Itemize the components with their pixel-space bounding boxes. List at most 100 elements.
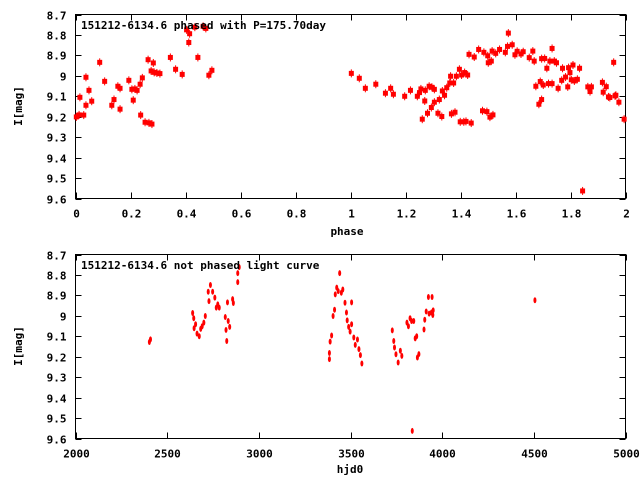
y-tick-label: 9 [60,71,67,84]
data-point [134,86,140,95]
y-tick-label: 9.6 [47,194,67,207]
x-axis-label: phase [330,225,363,238]
data-point [537,77,543,86]
x-tick-label: 4500 [521,448,548,461]
data-point [466,50,472,59]
y-tick-label: 8.7 [47,10,67,23]
unphased-light-curve-panel: 2000 2500 3000 3500 4000 4500 5000 8.7 8.8 8.9 9 9.… [12,250,640,477]
data-point [544,64,550,73]
data-point [331,313,335,320]
data-point [485,58,491,67]
data-point [344,309,348,316]
y-tick-label: 8.8 [47,30,67,43]
data-point [536,100,542,109]
data-point [109,101,115,110]
data-point [202,319,206,326]
data-point [350,321,354,328]
data-point [547,57,553,66]
data-point [442,91,448,100]
y-tick-label: 9.3 [47,132,67,145]
data-point [431,312,435,319]
data-point [328,338,332,345]
x-tick-label: 0 [73,208,80,221]
x-tick-label: 1.2 [397,208,417,221]
data-point [390,327,394,334]
data-point [390,90,396,99]
x-tick-label: 3500 [338,448,365,461]
data-point [225,299,229,306]
data-point [333,306,337,313]
data-point [422,96,428,105]
data-point [224,326,228,333]
data-point [179,70,185,79]
x-tick-label: 1.8 [562,208,582,221]
data-point [126,76,132,85]
data-point [76,110,82,119]
data-point [173,65,179,74]
data-point [531,57,537,66]
data-point [426,82,432,91]
chart-title: 151212-6134.6 not phased light curve [81,259,320,272]
x-axis-label: hjd0 [337,463,364,476]
x-tick-label: 2 [623,208,630,221]
data-point [392,337,396,344]
data-point [570,60,576,69]
data-point [148,336,152,343]
y-tick-label: 9.5 [47,413,67,426]
data-point [111,95,117,104]
data-point [343,299,347,306]
data-point [488,57,494,66]
data-point [407,86,413,95]
x-tick-label: 1 [348,208,355,221]
data-point [362,84,368,93]
data-points [73,22,627,195]
data-point [428,103,434,112]
data-point [471,53,477,62]
data-point [600,88,606,97]
data-point [530,47,536,56]
data-point [485,51,491,60]
data-point [539,95,545,104]
data-point [211,288,215,295]
data-point [505,42,511,51]
data-point [603,82,609,91]
y-tick-label: 9.2 [47,112,67,125]
data-point [542,54,548,63]
plot-frame [75,14,626,199]
data-point [86,86,92,95]
data-point [509,40,515,49]
data-point [206,71,212,80]
data-point [396,359,400,366]
data-point [549,79,555,88]
data-point [184,25,190,34]
data-point [356,74,362,83]
data-point [148,66,154,75]
x-tick-label: 0.4 [177,208,197,221]
data-point [382,89,388,98]
data-point [373,80,379,89]
x-tick-label: 2500 [154,448,181,461]
x-tick-label: 4000 [429,448,456,461]
data-point [146,118,152,127]
data-point [137,80,143,89]
data-point [410,317,414,324]
data-point [453,72,459,81]
data-point [195,53,201,62]
y-axis-label: I[mag] [12,326,25,366]
data-point [424,308,428,315]
data-point [412,317,416,324]
data-point [151,68,157,77]
data-point [237,264,241,271]
data-point [394,351,398,358]
data-point [571,76,577,85]
data-point [457,117,463,126]
data-point [539,54,545,63]
data-point [418,84,424,93]
data-point [348,69,354,78]
data-point [330,332,334,339]
data-point [563,73,569,82]
data-point [194,321,198,328]
chart-title: 151212-6134.6 phased with P=175.70day [81,19,326,32]
x-tick-label: 1.4 [452,208,472,221]
data-point [520,47,526,56]
